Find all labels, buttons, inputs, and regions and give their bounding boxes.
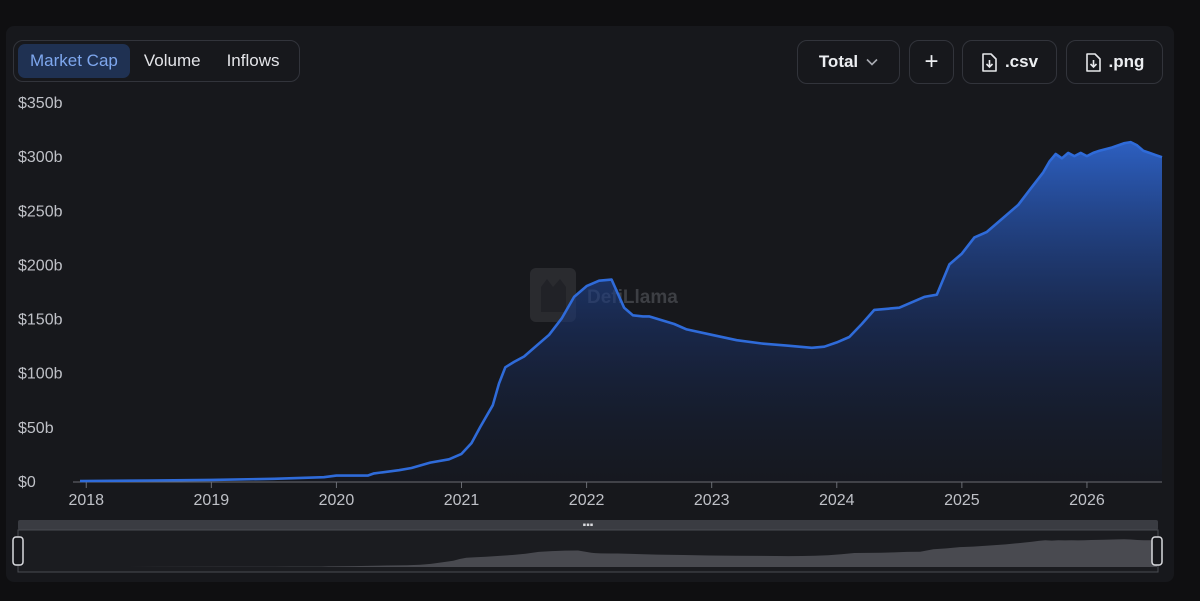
y-axis: $0 $50b $100b $150b $200b $250b $300b $350b [18, 95, 63, 491]
total-dropdown-label: Total [818, 52, 859, 71]
download-csv-button[interactable]: .csv [962, 40, 1057, 84]
png-label: .png [1108, 52, 1145, 71]
navigator-mini-area [19, 539, 1157, 567]
y-tick-label: $250b [18, 203, 63, 220]
file-download-icon [1085, 52, 1101, 72]
range-navigator[interactable]: ▪▪▪ [12, 520, 1163, 573]
x-tick-label: 2024 [819, 492, 855, 509]
x-tick-label: 2020 [319, 492, 355, 509]
tab-market-cap[interactable]: Market Cap [18, 44, 130, 78]
x-tick-label: 2025 [944, 492, 980, 509]
tab-volume[interactable]: Volume [143, 51, 201, 70]
file-download-icon [981, 52, 997, 72]
download-png-button[interactable]: .png [1066, 40, 1163, 84]
y-tick-label: $350b [18, 95, 63, 112]
x-tick-label: 2021 [444, 492, 480, 509]
series-area [80, 142, 1162, 481]
chevron-down-icon [866, 58, 878, 66]
range-handle-left[interactable] [12, 536, 24, 566]
x-tick-label: 2018 [68, 492, 104, 509]
range-handle-right[interactable] [1151, 536, 1163, 566]
add-button[interactable]: + [909, 40, 954, 84]
x-axis: 2018 2019 2020 2021 2022 2023 2024 2025 2026 [68, 481, 1162, 509]
x-tick-label: 2019 [194, 492, 230, 509]
y-tick-label: $300b [18, 149, 63, 166]
y-tick-label: $100b [18, 366, 63, 383]
csv-label: .csv [1004, 52, 1039, 71]
y-tick-label: $200b [18, 257, 63, 274]
y-tick-label: $50b [18, 420, 54, 437]
x-tick-label: 2022 [569, 492, 605, 509]
metric-tabs: Market Cap Volume Inflows [13, 40, 300, 82]
y-tick-label: $0 [18, 474, 36, 491]
total-dropdown[interactable]: Total [797, 40, 900, 84]
series-line [79, 140, 1163, 483]
tab-inflows[interactable]: Inflows [226, 51, 280, 70]
y-tick-label: $150b [18, 312, 63, 329]
range-scrollbar[interactable] [18, 520, 1158, 530]
plus-icon: + [924, 48, 939, 75]
drag-grip-icon[interactable]: ▪▪▪ [583, 520, 594, 531]
x-tick-label: 2023 [694, 492, 730, 509]
x-tick-label: 2026 [1069, 492, 1105, 509]
